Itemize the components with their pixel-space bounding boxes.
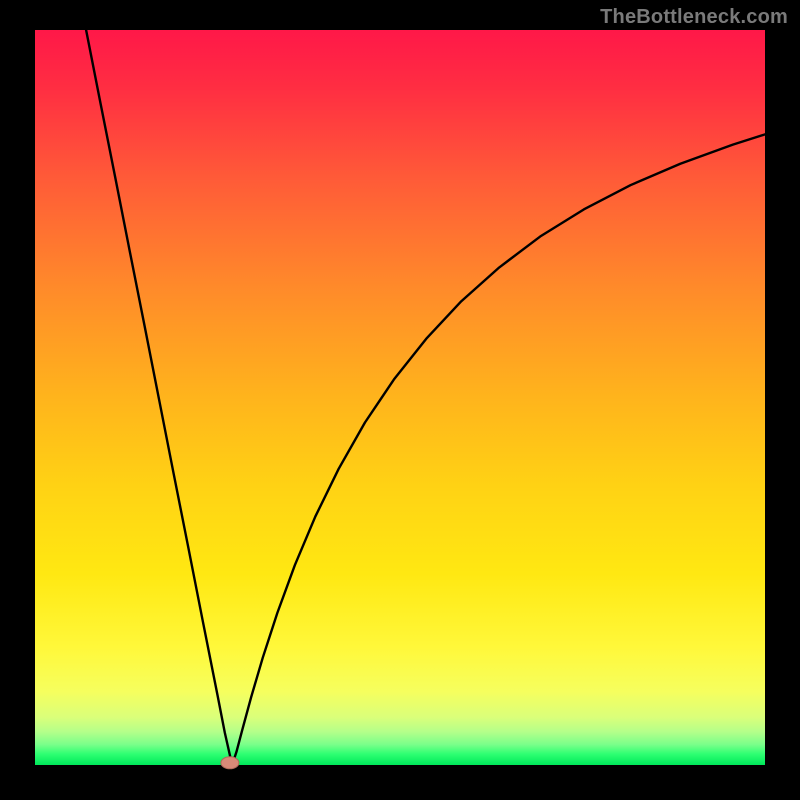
chart-container: TheBottleneck.com	[0, 0, 800, 800]
dip-marker	[221, 757, 239, 769]
chart-svg	[0, 0, 800, 800]
plot-background	[35, 30, 765, 765]
